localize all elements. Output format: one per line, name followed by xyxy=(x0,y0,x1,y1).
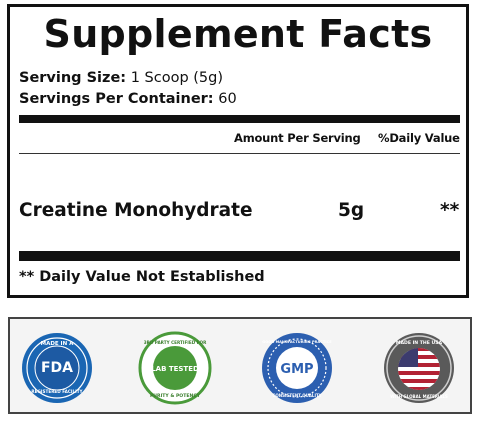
footnote: ** Daily Value Not Established xyxy=(19,269,265,285)
serving-size-value: 1 Scoop (5g) xyxy=(126,70,224,86)
serving-size-label: Serving Size: xyxy=(19,70,127,86)
gmp-badge-center-text: GMP xyxy=(280,362,313,377)
servings-label: Servings Per Container: xyxy=(19,91,214,107)
usa-flag-badge-icon: MADE IN THE USA WITH GLOBAL MATERIALS xyxy=(382,331,456,405)
ingredient-name: Creatine Monohydrate xyxy=(19,200,253,221)
serving-size: Serving Size: 1 Scoop (5g) xyxy=(19,70,223,86)
lab-badge-center-text: LAB TESTED xyxy=(151,365,199,373)
usa-badge-sub-text: WITH GLOBAL MATERIALS xyxy=(390,394,448,399)
divider-thick-top xyxy=(19,115,460,123)
column-header-amount: Amount Per Serving xyxy=(234,131,361,145)
fda-badge-center-text: FDA xyxy=(41,360,73,376)
servings-per-container: Servings Per Container: 60 xyxy=(19,91,237,107)
ingredient-daily-value: ** xyxy=(440,200,460,221)
supplement-facts-panel: Supplement Facts Serving Size: 1 Scoop (… xyxy=(7,4,469,298)
lab-badge-sub-text: PURITY & POTENCY xyxy=(150,393,201,399)
gmp-badge-top-text: GOOD MANUFACTURING PRACTICE xyxy=(262,340,332,344)
servings-value: 60 xyxy=(213,91,237,107)
column-header-daily-value: %Daily Value xyxy=(378,131,460,145)
divider-thick-bottom xyxy=(19,251,460,261)
gmp-badge-icon: GOOD MANUFACTURING PRACTICE GMP CONSISTE… xyxy=(260,331,334,405)
certification-badges-strip: MADE IN A FDA REGISTERED FACILITY 3RD PA… xyxy=(8,317,472,414)
lab-badge-top-text: 3RD PARTY CERTIFIED FOR xyxy=(144,340,207,345)
fda-badge-icon: MADE IN A FDA REGISTERED FACILITY xyxy=(20,331,94,405)
ingredient-amount: 5g xyxy=(338,200,365,221)
divider-thin xyxy=(19,153,460,154)
usa-badge-top-text: MADE IN THE USA xyxy=(396,340,443,346)
fda-badge-top-text: MADE IN A xyxy=(41,341,75,347)
panel-title: Supplement Facts xyxy=(43,12,433,56)
lab-tested-badge-icon: 3RD PARTY CERTIFIED FOR LAB TESTED PURIT… xyxy=(138,331,212,405)
gmp-badge-sub-text: CONSISTENT QUALITY xyxy=(272,393,321,398)
fda-badge-sub-text: REGISTERED FACILITY xyxy=(31,389,83,394)
